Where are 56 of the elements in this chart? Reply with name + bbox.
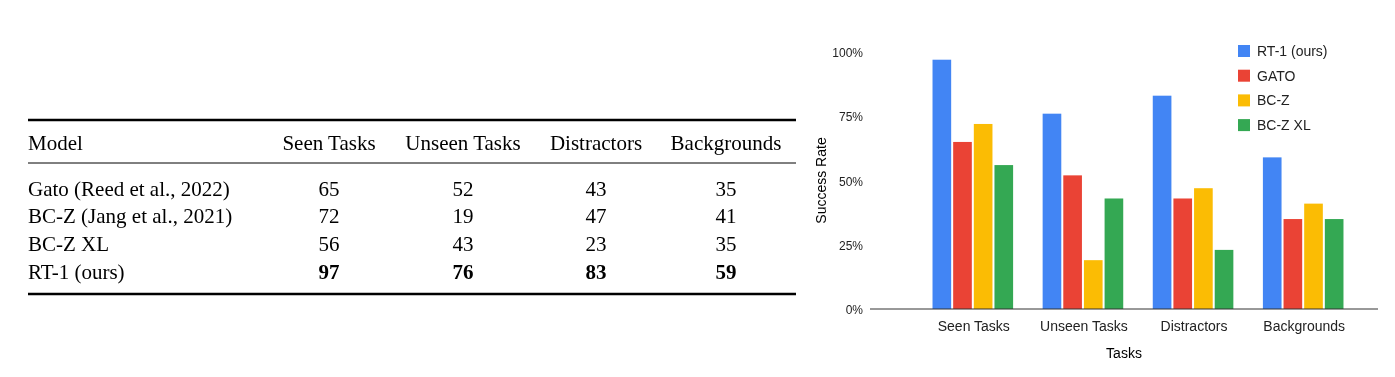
text: 97 (318, 260, 340, 284)
legend-label: BC-Z (1257, 92, 1291, 109)
category-label: BC-Z XL (28, 232, 110, 256)
text: 76 (452, 260, 474, 284)
text: 43 (585, 177, 607, 201)
bar (1042, 113, 1062, 309)
text: 72 (318, 204, 340, 228)
bar (994, 165, 1014, 309)
text: 41 (715, 204, 737, 228)
bar (1152, 95, 1172, 309)
x-tick-label: Seen Tasks (937, 318, 1010, 334)
bar (953, 141, 972, 309)
bar (1173, 198, 1193, 309)
legend-label: GATO (1257, 67, 1296, 84)
text: 47 (585, 204, 607, 228)
bar (1324, 219, 1344, 309)
text: 65 (318, 177, 340, 201)
y-axis-title: Success Rate (813, 137, 829, 224)
text: 83 (585, 260, 607, 284)
text: 35 (715, 232, 737, 256)
x-axis-title: Tasks (1106, 345, 1142, 361)
bar (932, 59, 952, 309)
bar (1214, 249, 1234, 309)
text: 59 (715, 260, 737, 284)
category-label: RT-1 (ours) (28, 260, 125, 284)
x-tick-label: Distractors (1160, 318, 1228, 334)
bar (1283, 219, 1303, 309)
bar (1262, 157, 1282, 309)
legend-label: BC-Z XL (1257, 117, 1311, 134)
bar (973, 123, 993, 309)
category-label: Distractors (549, 131, 643, 155)
bar (1194, 188, 1213, 309)
y-tick-label: 75% (838, 110, 864, 125)
category-label: Unseen Tasks (405, 131, 521, 155)
y-tick-label: 25% (838, 238, 864, 253)
legend-label: RT-1 (ours) (1257, 43, 1328, 59)
bar (1063, 175, 1082, 309)
bar (1083, 260, 1103, 309)
y-tick-label: 0% (845, 303, 864, 317)
category-label: Seen Tasks (282, 131, 376, 155)
text: 43 (452, 232, 474, 256)
x-tick-label: Unseen Tasks (1040, 318, 1128, 334)
category-label: BC-Z (Jang et al., 2021) (28, 204, 233, 228)
category-label: Gato (Reed et al., 2022) (28, 177, 230, 201)
y-tick-label: 100% (832, 46, 864, 60)
text: 23 (585, 232, 607, 256)
x-tick-label: Backgrounds (1263, 318, 1346, 334)
bar (1304, 203, 1323, 309)
bar (1104, 198, 1124, 309)
text: 56 (318, 232, 340, 256)
category-label: Backgrounds (670, 131, 782, 155)
text: 35 (715, 177, 737, 201)
text: 19 (452, 204, 474, 228)
y-tick-label: 50% (838, 174, 864, 189)
text: Model (28, 131, 83, 155)
text: 52 (452, 177, 474, 201)
